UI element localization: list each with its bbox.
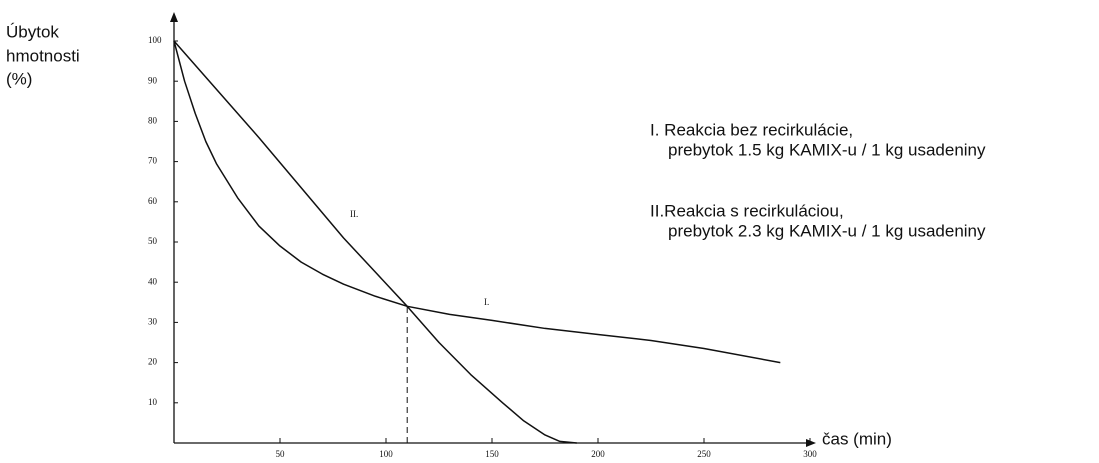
y-label: (%) <box>6 69 32 88</box>
y-tick-label: 60 <box>148 196 158 206</box>
y-tick-label: 30 <box>148 316 158 326</box>
x-tick-label: 300 <box>803 449 817 459</box>
legend-entry: I. Reakcia bez recirkulácie, <box>650 120 853 139</box>
y-arrow <box>170 12 178 22</box>
y-tick-label: 70 <box>148 156 158 166</box>
series-line <box>173 40 577 444</box>
legend-note: prebytok 1.5 kg KAMIX-u / 1 kg usadeniny <box>668 140 986 159</box>
y-tick-label: 90 <box>148 75 158 85</box>
x-tick-label: 100 <box>379 449 393 459</box>
y-label: Úbytok <box>6 22 59 41</box>
x-label: čas (min) <box>822 429 892 448</box>
x-arrow <box>806 439 816 447</box>
y-tick-label: 20 <box>148 357 158 367</box>
series-line <box>173 40 781 364</box>
x-tick-label: 250 <box>697 449 711 459</box>
x-tick-label: 200 <box>591 449 605 459</box>
x-tick-label: 150 <box>485 449 499 459</box>
series-label: II. <box>350 209 358 219</box>
legend-note: prebytok 2.3 kg KAMIX-u / 1 kg usadeniny <box>668 221 986 240</box>
y-tick-label: 10 <box>148 397 158 407</box>
legend-entry: II.Reakcia s recirkuláciou, <box>650 201 844 220</box>
y-tick-label: 50 <box>148 236 158 246</box>
series-label: I. <box>484 297 489 307</box>
y-tick-label: 80 <box>148 115 158 125</box>
y-tick-label: 100 <box>148 35 162 45</box>
y-tick-label: 40 <box>148 276 158 286</box>
x-tick-label: 50 <box>276 449 286 459</box>
y-label: hmotnosti <box>6 46 80 65</box>
